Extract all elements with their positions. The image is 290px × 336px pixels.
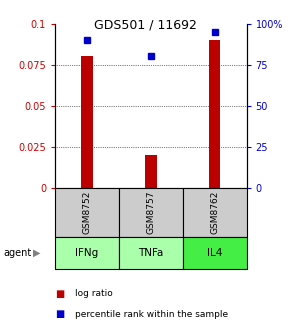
Text: log ratio: log ratio [75,290,113,298]
Text: GSM8752: GSM8752 [82,191,92,234]
Text: ■: ■ [55,309,64,319]
Bar [209,40,220,188]
Bar [55,237,119,269]
Bar [81,56,93,188]
Text: IL4: IL4 [207,248,222,258]
Text: ■: ■ [55,289,64,299]
Bar [55,188,119,237]
Bar [119,237,183,269]
Text: GSM8762: GSM8762 [210,191,219,234]
Text: IFNg: IFNg [75,248,99,258]
Text: percentile rank within the sample: percentile rank within the sample [75,310,229,319]
Bar [119,188,183,237]
Bar [183,237,246,269]
Bar [145,155,157,188]
Text: TNFa: TNFa [138,248,164,258]
Text: ▶: ▶ [33,248,41,258]
Bar [183,188,246,237]
Text: GDS501 / 11692: GDS501 / 11692 [94,18,196,32]
Text: agent: agent [3,248,31,258]
Text: GSM8757: GSM8757 [146,191,155,234]
